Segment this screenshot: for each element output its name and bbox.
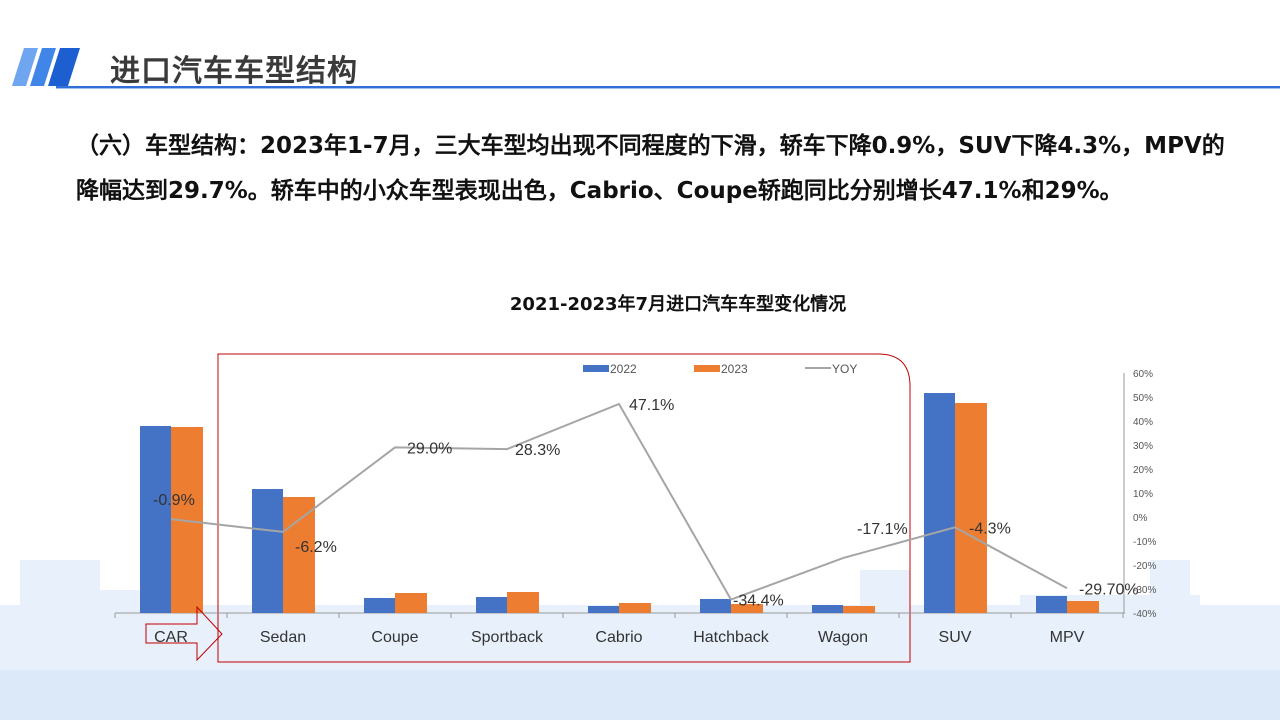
x-tick-label: Sedan bbox=[260, 629, 306, 646]
yoy-data-label: 29.0% bbox=[407, 440, 452, 457]
x-tick-label: Wagon bbox=[818, 629, 868, 646]
x-tick-label: SUV bbox=[939, 629, 972, 646]
legend-label: 2023 bbox=[721, 362, 748, 376]
bar-2023-coupe bbox=[395, 593, 427, 613]
yoy-data-label: -34.4% bbox=[733, 593, 784, 610]
y2-tick-label: 20% bbox=[1133, 465, 1153, 476]
bar-2023-wagon bbox=[843, 606, 875, 613]
yoy-data-label: -0.9% bbox=[153, 492, 195, 509]
y2-tick-label: 50% bbox=[1133, 393, 1153, 404]
yoy-line bbox=[170, 402, 1068, 601]
x-tick-label: Hatchback bbox=[693, 629, 770, 646]
y2-tick-label: -20% bbox=[1133, 561, 1156, 572]
y2-tick-label: 60% bbox=[1133, 369, 1153, 380]
bar-2022-car bbox=[140, 426, 171, 613]
yoy-data-label: -17.1% bbox=[857, 521, 908, 538]
bar-2022-mpv bbox=[1036, 596, 1067, 613]
x-tick-label: Cabrio bbox=[595, 629, 642, 646]
y2-tick-label: -30% bbox=[1133, 585, 1156, 596]
y2-tick-label: 0% bbox=[1133, 513, 1148, 524]
bar-2023-hatchback bbox=[731, 604, 763, 613]
bar-2023-cabrio bbox=[619, 603, 651, 613]
car-arrow-icon bbox=[145, 605, 223, 662]
bar-2022-cabrio bbox=[588, 606, 619, 613]
title-divider bbox=[56, 86, 1280, 89]
bar-2022-coupe bbox=[364, 598, 395, 613]
yoy-data-label: 47.1% bbox=[629, 397, 674, 414]
x-tick-label: Sportback bbox=[471, 629, 544, 646]
y2-tick-label: 40% bbox=[1133, 417, 1153, 428]
x-tick-label: Coupe bbox=[371, 629, 418, 646]
legend-swatch-2022 bbox=[583, 365, 609, 372]
legend-swatch-2023 bbox=[694, 365, 720, 372]
yoy-data-label: -29.70% bbox=[1079, 581, 1139, 598]
title-stripes-icon bbox=[12, 48, 80, 86]
bar-2022-wagon bbox=[812, 605, 843, 613]
x-tick-label: MPV bbox=[1050, 629, 1085, 646]
chart-title: 2021-2023年7月进口汽车车型变化情况 bbox=[509, 294, 847, 315]
highlight-box bbox=[217, 353, 911, 663]
bar-2022-suv bbox=[924, 393, 955, 613]
bar-2023-sportback bbox=[507, 592, 539, 613]
yoy-data-label: -4.3% bbox=[969, 520, 1011, 537]
y2-tick-label: 10% bbox=[1133, 489, 1153, 500]
bar-2023-sedan bbox=[283, 497, 315, 613]
yoy-data-label: 28.3% bbox=[515, 442, 560, 459]
bar-2022-hatchback bbox=[700, 599, 731, 613]
y2-tick-label: -10% bbox=[1133, 537, 1156, 548]
y2-tick-label: -40% bbox=[1133, 609, 1156, 620]
body-paragraph: （六）车型结构：2023年1-7月，三大车型均出现不同程度的下滑，轿车下降0.9… bbox=[76, 133, 1225, 204]
bar-2022-sedan bbox=[252, 489, 283, 613]
legend-label: 2022 bbox=[610, 362, 637, 376]
yoy-data-label: -6.2% bbox=[295, 539, 337, 556]
bar-2023-mpv bbox=[1067, 601, 1099, 613]
legend-label: YOY bbox=[832, 362, 857, 376]
page-title: 进口汽车车型结构 bbox=[110, 54, 358, 89]
bar-2022-sportback bbox=[476, 597, 507, 613]
y2-tick-label: 30% bbox=[1133, 441, 1153, 452]
bar-2023-suv bbox=[955, 403, 987, 613]
x-tick-label: CAR bbox=[154, 629, 188, 646]
